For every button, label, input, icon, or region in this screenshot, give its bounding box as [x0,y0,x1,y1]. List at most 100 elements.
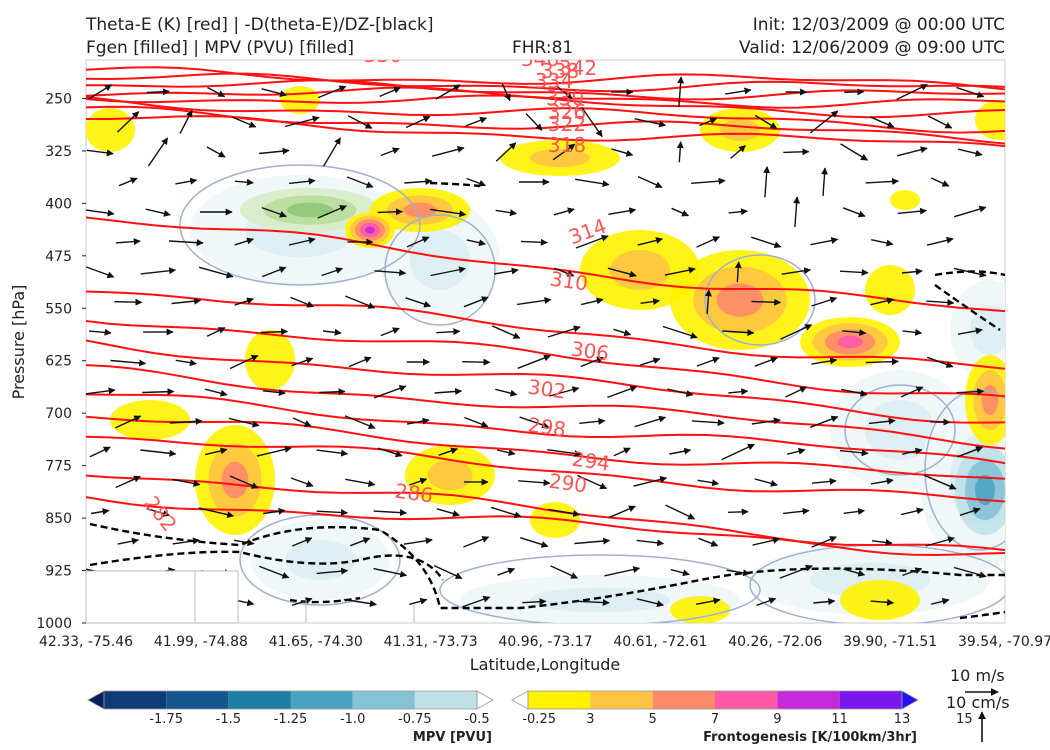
colorbar-frame [103,690,478,710]
wind-vector [234,297,254,306]
colorbar-tick-label: 9 [773,712,781,727]
wind-vector [518,479,551,487]
wind-vector [555,85,573,99]
theta-e-contour-330 [86,96,1005,134]
filled-contour [410,230,470,290]
wind-vector [465,116,488,127]
wind-vector [179,109,193,134]
y-tick-label: 625 [45,354,72,370]
wind-vector [316,508,348,516]
wind-vector [374,269,407,277]
wind-vector [728,388,749,396]
dthetae-dz-contour-line [89,522,1005,610]
wind-vector [291,597,313,607]
wind-vector [699,117,718,127]
wind-vector [462,595,491,608]
colorbar-tick-label: 7 [711,712,719,727]
wind-vector [696,236,721,248]
wind-vector [433,564,463,580]
wind-vector [821,167,829,196]
wind-vector [115,238,141,246]
colorbar-tick-label: 13 [894,712,911,727]
wind-vector [438,447,458,456]
wind-vector [168,239,204,247]
wind-vector [86,387,116,395]
theta-e-contour-294 [86,415,1005,480]
wind-vector [522,598,547,606]
colorbar-tick-label: 15 [956,712,973,727]
wind-vector [574,537,611,545]
wind-vector [953,267,987,278]
theta-e-label-322: 322 [548,112,586,136]
wind-vector [756,597,777,607]
wind-vector [348,356,372,368]
wind-vector [636,539,665,547]
fgen-colorbar: 3 5 7 9 11 13 15 [511,690,973,727]
wind-vector [957,148,983,157]
wind-vector [926,298,955,306]
wind-vector [409,597,428,606]
theta-e-label-338: 338 [541,59,579,83]
wind-vector [115,475,141,489]
wind-vector [901,268,923,276]
theta-e-label-310: 310 [548,267,589,296]
wind-vector [604,566,641,577]
dthetae-dz-contour-line [959,610,1005,620]
valid-time: Valid: 12/06/2009 @ 09:00 UTC [739,38,1005,58]
mpv-contour-line [179,164,421,286]
wind-vector [607,385,638,399]
wind-vector [146,507,170,517]
wind-vector [581,107,603,138]
wind-vector [751,298,782,306]
wind-vector [373,385,407,399]
wind-vector [435,84,461,100]
wind-vector [291,357,314,367]
wind-vector [436,328,461,336]
y-tick-label: 1000 [36,616,72,632]
x-tick-label: 42.33, -75.46 [39,634,133,650]
wind-vector [405,297,432,308]
wind-vector [896,83,928,101]
wind-vector [670,568,690,577]
wind-vector [229,475,259,489]
wind-vector [171,297,202,305]
wind-vector [926,236,954,246]
wind-vector [783,148,810,156]
wind-vector [577,474,608,490]
theta-e-label-286: 286 [393,479,434,508]
x-tick-label: 40.96, -73.17 [498,634,592,650]
wind-vector [146,88,170,96]
wind-vector [345,478,376,488]
vector-key-vertical-label: 10 cm/s [946,693,1010,712]
wind-vector [373,567,408,578]
theta-e-label-294: 294 [570,447,611,476]
fgen-colorbar-label: Frontogenesis [K/100km/3hr] [703,730,917,745]
filled-contour [530,149,590,167]
x-tick-label: 39.90, -71.51 [843,634,937,650]
theta-e-label-318: 318 [548,133,586,157]
wind-vector [317,85,347,99]
wind-vector [751,417,781,425]
wind-vector [172,478,201,487]
wind-vector [169,417,203,425]
colorbar-min-triangle [87,690,105,710]
wind-vector [349,537,371,547]
wind-vector [810,237,839,246]
theta-e-label-342: 342 [559,56,597,80]
theta-e-label-298: 298 [526,413,567,442]
wind-vector [517,297,552,306]
wind-vector [289,177,316,185]
wind-vector [234,178,254,186]
wind-vector [110,359,147,367]
dthetae-dz-contour-line [89,550,445,581]
wind-vector [147,137,169,167]
wind-vector [697,479,720,487]
x-tick-label: 41.99, -74.88 [154,634,248,650]
wind-vector [664,266,696,276]
wind-vector [786,447,806,455]
terrain-mask [85,570,239,624]
wind-vector [927,115,953,129]
wind-vector [463,296,489,308]
wind-vector [842,329,867,337]
wind-vector [677,76,685,108]
